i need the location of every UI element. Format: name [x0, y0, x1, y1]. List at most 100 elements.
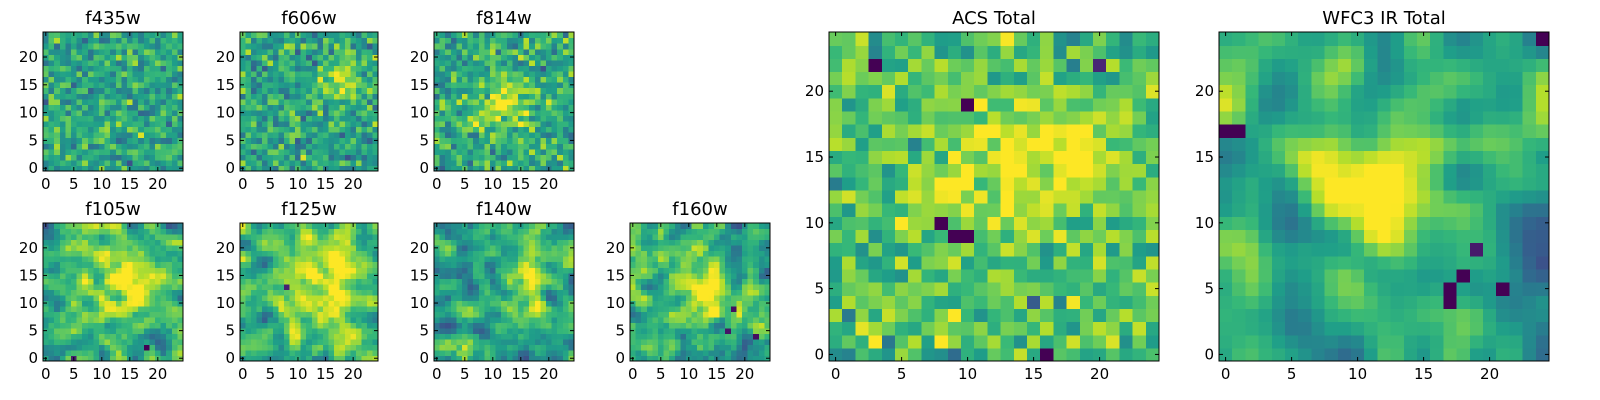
heatmap-cell [149, 126, 156, 133]
heatmap-cell [495, 267, 502, 274]
heatmap-cell [71, 300, 78, 307]
heatmap-cell [702, 355, 709, 362]
heatmap-cell [361, 59, 368, 66]
heatmap-cell [115, 115, 122, 122]
heatmap-cell [295, 70, 302, 78]
heatmap-cell [523, 289, 530, 296]
heatmap-cell [635, 272, 642, 279]
heatmap-cell [434, 70, 441, 78]
heatmap-cell [714, 349, 721, 357]
heatmap-cell [48, 115, 55, 122]
heatmap-cell [1066, 163, 1081, 178]
heatmap-cell [747, 234, 754, 241]
heatmap-cell [562, 245, 569, 252]
heatmap-cell [251, 278, 258, 285]
x-tick-label: 20 [735, 365, 754, 383]
panel-title: f105w [85, 199, 140, 220]
heatmap-cell [725, 283, 732, 290]
heatmap-cell [54, 234, 61, 241]
heatmap-cell [534, 349, 541, 357]
heatmap-cell [355, 132, 363, 139]
heatmap-cell [753, 289, 760, 296]
heatmap-cell [691, 223, 698, 230]
heatmap-cell [568, 283, 575, 290]
heatmap-cell [518, 70, 525, 78]
heatmap-cell [350, 283, 357, 290]
heatmap-cell [1013, 255, 1028, 270]
heatmap-cell [439, 48, 446, 55]
heatmap-cell [747, 344, 754, 351]
heatmap-cell [171, 250, 178, 257]
heatmap-cell [506, 322, 513, 329]
heatmap-cell [674, 349, 681, 357]
heatmap-cell [82, 104, 89, 111]
heatmap-cell [456, 223, 463, 230]
heatmap-cell [132, 250, 139, 257]
heatmap-cell [540, 256, 547, 263]
heatmap-cell [680, 338, 687, 346]
heatmap-cell [262, 322, 269, 329]
heatmap-cell [355, 267, 363, 274]
heatmap-cell [456, 322, 463, 329]
heatmap-cell [311, 148, 318, 155]
heatmap-cell [322, 300, 329, 307]
heatmap-cell [48, 154, 55, 161]
heatmap-cell [557, 143, 564, 150]
heatmap-cell [518, 65, 525, 72]
heatmap-cell [908, 268, 922, 283]
heatmap-cell [512, 137, 519, 144]
heatmap-cell [974, 163, 988, 178]
heatmap-cell [439, 278, 446, 285]
heatmap-cell [764, 256, 771, 263]
heatmap-cell [240, 256, 247, 263]
heatmap-cell [523, 223, 530, 230]
heatmap-cell [434, 256, 441, 263]
heatmap-cell [361, 267, 368, 274]
heatmap-cell [127, 267, 134, 274]
heatmap-cell [289, 305, 296, 312]
heatmap-cell [697, 283, 704, 290]
heatmap-cell [663, 349, 670, 357]
heatmap-cell [328, 333, 335, 340]
heatmap-cell [339, 37, 346, 44]
heatmap-cell [155, 54, 162, 61]
heatmap-cell [562, 228, 569, 235]
heatmap-cell [99, 311, 106, 318]
heatmap-cell [506, 316, 513, 323]
heatmap-cell [434, 87, 441, 94]
heatmap-cell [1040, 255, 1054, 270]
heatmap-cell [295, 87, 302, 94]
heatmap-cell [518, 283, 525, 290]
heatmap-cell [697, 272, 704, 279]
heatmap-cell [534, 59, 541, 66]
heatmap-cell [456, 267, 463, 274]
heatmap-cell [333, 344, 340, 351]
heatmap-cell [361, 333, 368, 340]
heatmap-cell [646, 355, 653, 362]
heatmap-cell [328, 234, 335, 241]
heatmap-cell [456, 272, 463, 279]
heatmap-cell [273, 327, 280, 334]
heatmap-cell [450, 132, 457, 139]
heatmap-cell [115, 32, 122, 39]
heatmap-cell [562, 109, 569, 116]
heatmap-cell [445, 109, 452, 116]
heatmap-cell [322, 344, 329, 351]
heatmap-cell [48, 294, 55, 301]
heatmap-cell [289, 43, 296, 50]
heatmap-cell [506, 261, 513, 268]
heatmap-cell [758, 245, 765, 252]
heatmap-cell [328, 43, 335, 50]
heatmap-cell [921, 242, 936, 257]
heatmap-cell [478, 82, 485, 89]
heatmap-cell [166, 338, 173, 346]
heatmap-cell [76, 294, 83, 301]
heatmap-cell [48, 256, 55, 263]
heatmap-cell [300, 239, 307, 246]
x-tick-label: 20 [344, 365, 363, 383]
heatmap-cell [652, 283, 659, 290]
heatmap-cell [557, 126, 564, 133]
heatmap-cell [43, 338, 50, 346]
heatmap-cell [501, 223, 508, 230]
heatmap-cell [1106, 216, 1120, 230]
